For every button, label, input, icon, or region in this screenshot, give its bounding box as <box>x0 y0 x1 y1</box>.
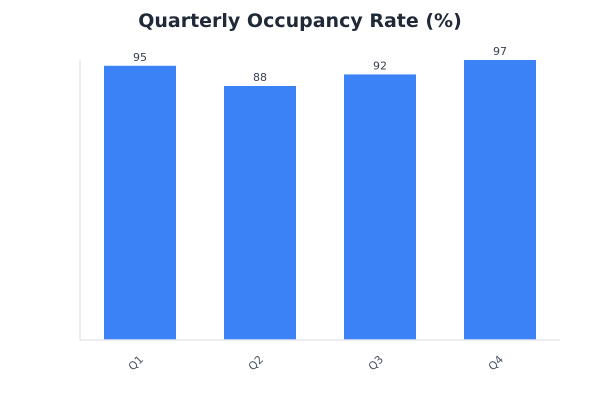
x-tick-label-q2: Q2 <box>246 353 266 373</box>
bar-q2 <box>224 85 296 341</box>
bar-q1 <box>104 65 176 340</box>
data-label-q2: 88 <box>253 71 267 84</box>
bars-group <box>104 60 536 341</box>
x-tick-label-q3: Q3 <box>366 353 386 373</box>
chart-title: Quarterly Occupancy Rate (%) <box>138 10 462 32</box>
x-tick-labels-group: Q1 Q2 Q3 Q4 <box>126 353 506 373</box>
bar-q4 <box>464 60 536 340</box>
data-labels-group: 95 88 92 97 <box>133 45 507 84</box>
data-label-q3: 92 <box>373 59 387 72</box>
data-label-q1: 95 <box>133 51 147 64</box>
x-tick-label-q4: Q4 <box>486 353 506 373</box>
bar-q3 <box>344 74 416 341</box>
data-label-q4: 97 <box>493 45 507 58</box>
x-tick-label-q1: Q1 <box>126 353 146 373</box>
